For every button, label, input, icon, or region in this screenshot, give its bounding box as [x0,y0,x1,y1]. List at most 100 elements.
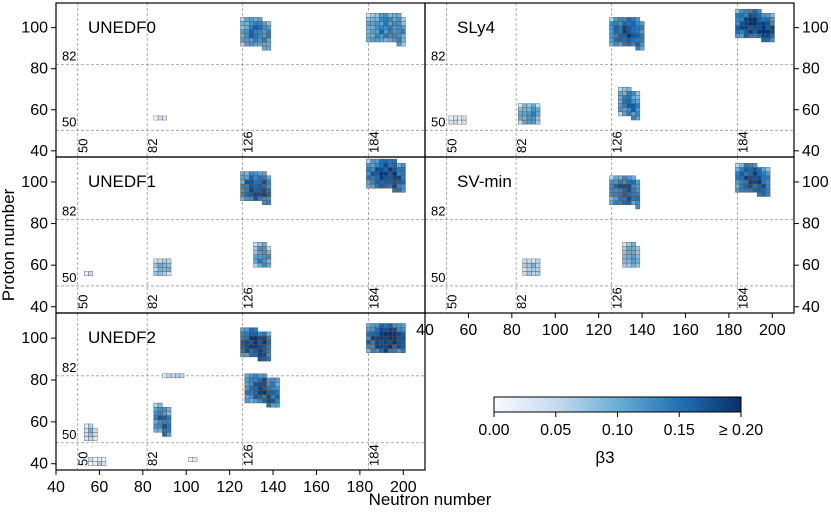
nucleus-cell [756,167,762,172]
nucleus-cell [739,29,745,34]
nucleus-cell [631,196,636,201]
nucleus-cell [366,17,371,22]
nucleus-cell [626,246,632,251]
nucleus-cell [396,29,402,34]
nucleus-cell [526,262,532,268]
nucleus-cell [379,183,384,189]
nucleus-cell [157,407,163,412]
nucleus-cell [635,258,641,264]
nucleus-cell [240,344,246,349]
magic-label-z50: 50 [431,270,445,285]
nucleus-cell [370,171,376,176]
y-tick-label: 40 [802,143,820,160]
nucleus-cell [769,29,775,34]
nucleus-cell [166,373,172,379]
nucleus-cell [522,103,528,108]
nucleus-cell [626,187,632,193]
nucleus-cell [366,21,371,26]
nucleus-cell [739,163,745,168]
nucleus-cell [84,427,89,433]
magic-label-n184: 184 [367,444,382,466]
nucleus-cell [739,33,745,39]
nucleus-cell [370,327,376,333]
nucleus-cell [761,192,766,197]
nucleus-cell [383,327,389,333]
nucleus-cell [626,103,632,108]
nucleus-cell [765,21,771,26]
nucleus-cell [622,33,628,39]
nucleus-cell [743,21,749,26]
nucleus-cell [617,25,623,30]
nucleus-cell [383,171,389,176]
nucleus-cell [88,436,94,441]
nucleus-cell [257,262,263,268]
nucleus-cell [396,167,402,172]
nucleus-cell [631,21,636,26]
nucleus-cell [253,373,259,379]
y-tick-label: 100 [802,174,829,191]
panel-frame [55,312,426,471]
nucleus-cell [166,411,172,416]
nucleus-cell [253,390,259,395]
nucleus-cell [244,33,250,39]
nucleus-cell [631,187,636,193]
nucleus-cell [153,267,159,272]
nucleus-cell [626,95,632,100]
nucleus-cell [752,25,758,30]
nucleus-cell [157,419,163,425]
nucleus-cell [240,175,246,181]
panel-unedf1: 50 82 126 184 50 82 UNEDF1 [55,156,426,314]
nucleus-cell [626,86,632,92]
magic-label-n184: 184 [736,287,751,309]
panel-title: SV-min [457,172,512,191]
nucleus-cell [735,33,740,39]
nucleus-cell [240,335,246,341]
nucleus-cell [396,183,402,189]
nucleus-cell [244,394,250,400]
nucleus-cell [617,107,623,113]
nucleus-cell [735,13,740,18]
panel-sv-min: 50 82 126 184 50 82 SV-min [424,156,795,314]
nucleus-cell [626,41,632,47]
nucleus-cell [253,187,259,193]
nucleus-cell [761,167,766,172]
nucleus-cell [622,183,628,189]
nucleus-cell [748,167,753,172]
magic-label-z50: 50 [62,427,76,442]
nucleus-cell [370,33,376,39]
nucleus-cell [522,271,528,276]
nucleus-cell [366,344,371,349]
nucleus-cell [366,171,371,176]
colorbar-label: β3 [595,448,614,467]
x-tick-label: 180 [347,479,374,496]
nucleus-cell [735,29,740,34]
nucleus-cell [370,17,376,22]
nucleus-cell [262,340,267,345]
nucleus-cell [617,99,623,104]
nucleus-cell [765,167,771,172]
magic-label-n82: 82 [145,139,160,153]
nucleus-cell [92,436,98,441]
nucleus-cell [370,21,376,26]
nucleus-cell [769,21,775,26]
nucleus-cell [270,390,276,395]
nucleus-cell [400,187,406,193]
nucleus-cell [379,323,384,328]
nucleus-cell [613,175,619,181]
nucleus-cell [366,348,371,353]
nucleus-cell [752,13,758,18]
nucleus-cell [262,25,267,30]
nucleus-cell [613,192,619,197]
nucleus-cell [626,183,632,189]
nucleus-cell [748,21,753,26]
nucleus-cell [631,250,636,255]
nucleus-cell [166,271,172,276]
nucleus-cell [248,344,254,349]
nucleus-cell [748,171,753,176]
nucleus-cell [374,344,380,349]
nucleus-cell [266,356,272,362]
nucleus-cell [752,183,758,189]
nucleus-cell [531,258,536,264]
nucleus-cell [88,271,94,276]
nucleus-cell [366,29,371,34]
